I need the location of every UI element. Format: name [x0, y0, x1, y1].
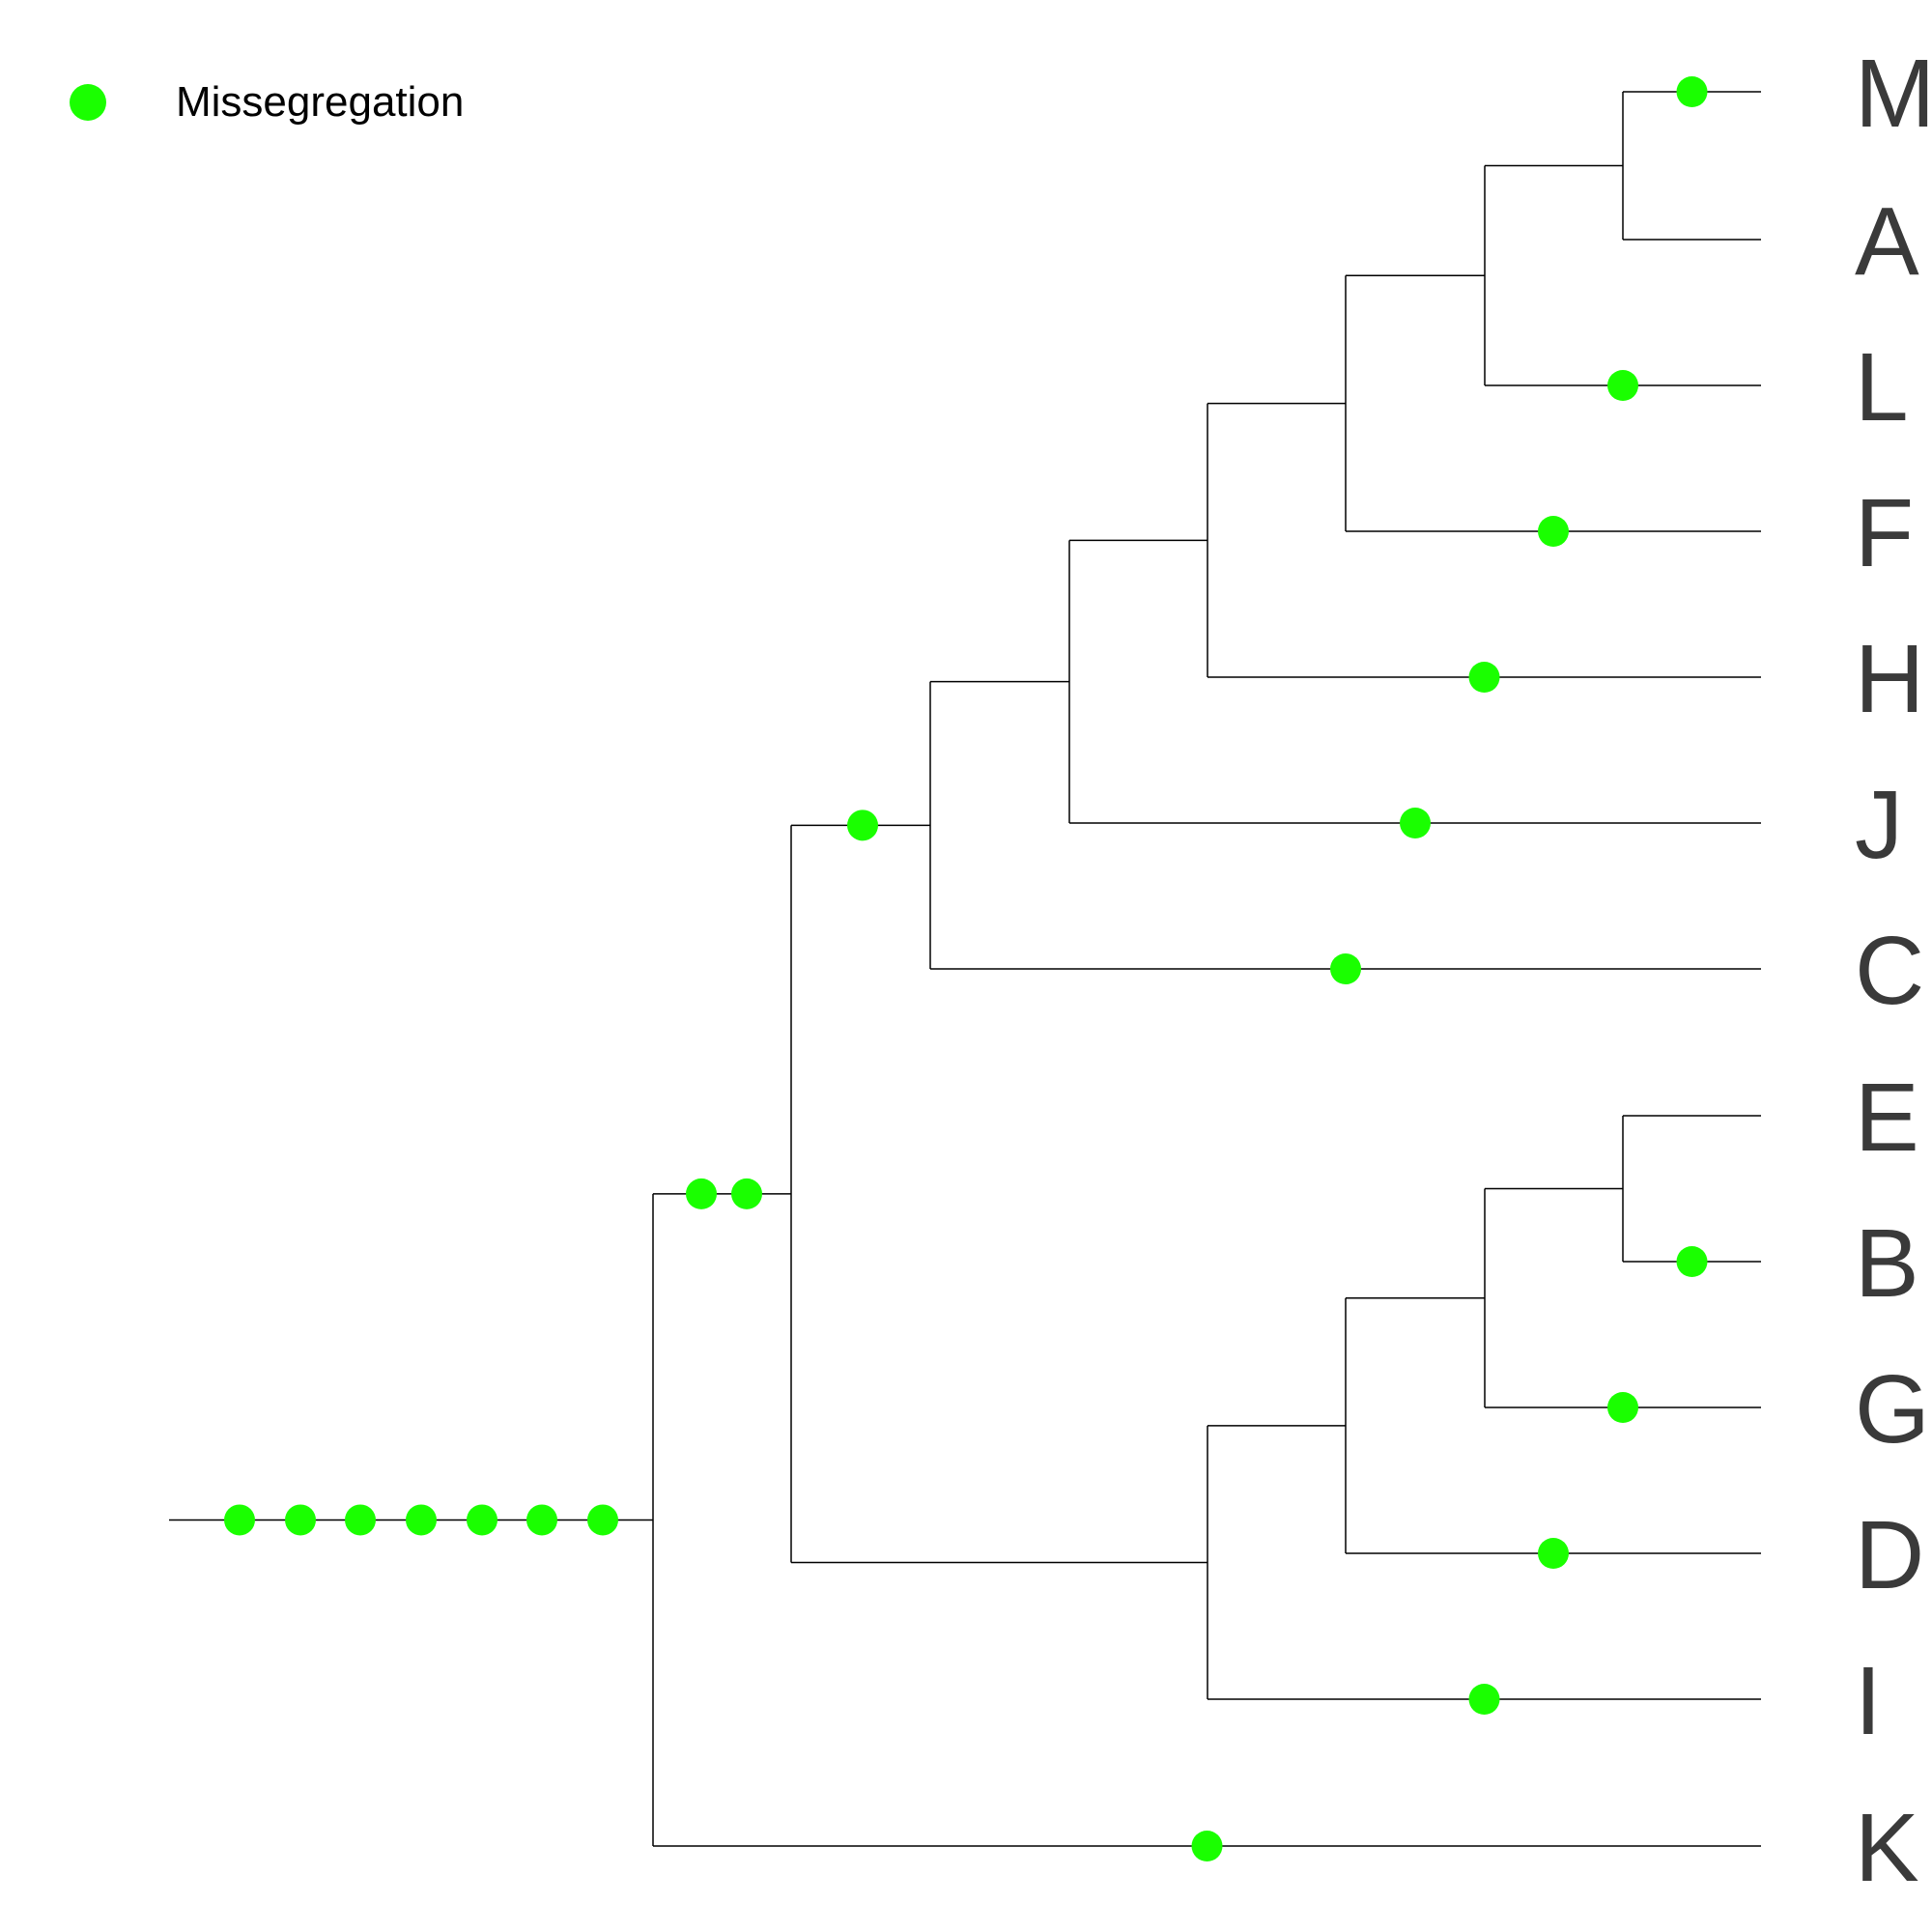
event-clade-MALFHJC-1: [847, 810, 878, 841]
event-root-5: [467, 1504, 497, 1536]
leaf-label-M: M: [1855, 40, 1932, 148]
leaf-label-L: L: [1855, 333, 1909, 441]
leaf-label-D: D: [1855, 1501, 1924, 1609]
leaf-label-F: F: [1855, 479, 1914, 587]
event-J: [1400, 808, 1431, 838]
event-root-6: [526, 1504, 557, 1536]
leaf-label-H: H: [1855, 625, 1924, 733]
event-C: [1330, 953, 1361, 984]
event-clade-upper-2: [731, 1178, 762, 1209]
leaf-label-K: K: [1855, 1794, 1919, 1902]
event-root-1: [224, 1504, 255, 1536]
leaf-label-B: B: [1855, 1209, 1919, 1318]
event-I: [1468, 1684, 1500, 1715]
legend-marker: [70, 84, 106, 121]
legend: Missegregation: [70, 77, 464, 128]
leaf-label-C: C: [1855, 917, 1924, 1025]
event-F: [1538, 516, 1569, 547]
leaf-label-E: E: [1855, 1064, 1919, 1172]
event-G: [1607, 1392, 1638, 1423]
event-B: [1676, 1246, 1708, 1277]
event-root-3: [345, 1504, 376, 1536]
event-clade-upper-1: [686, 1178, 717, 1209]
event-root-2: [285, 1504, 316, 1536]
event-H: [1468, 662, 1500, 693]
leaf-label-G: G: [1855, 1355, 1930, 1463]
event-root-7: [587, 1504, 618, 1536]
leaf-label-A: A: [1855, 187, 1919, 296]
leaf-label-J: J: [1855, 771, 1903, 879]
leaf-label-I: I: [1855, 1647, 1882, 1755]
tree-branches: [169, 91, 1761, 1847]
event-L: [1607, 370, 1638, 401]
event-D: [1538, 1538, 1569, 1569]
event-K: [1191, 1831, 1223, 1861]
event-M: [1676, 76, 1708, 107]
legend-label: Missegregation: [176, 78, 465, 126]
event-root-4: [406, 1504, 437, 1536]
missegregation-events: [224, 76, 1708, 1861]
